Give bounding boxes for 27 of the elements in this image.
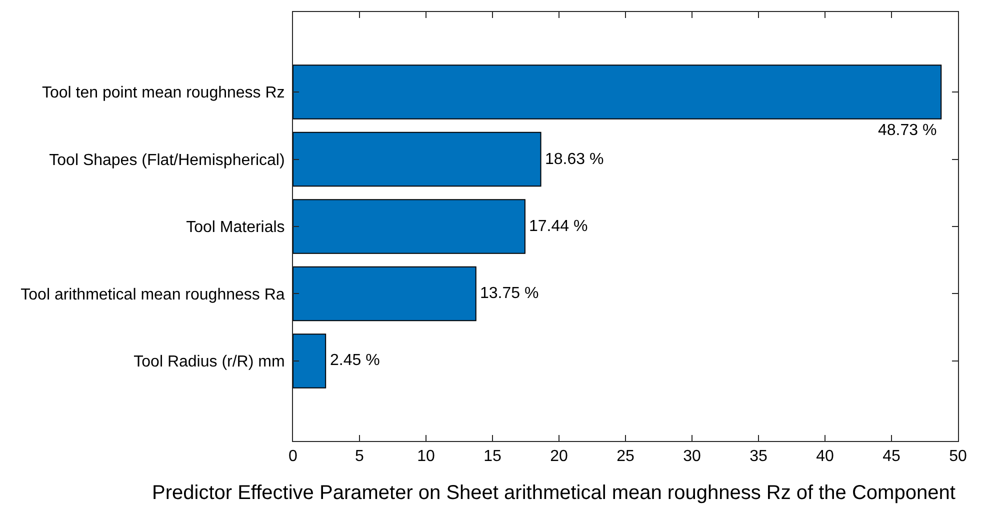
y-tick-label: Tool Radius (r/R) mm	[134, 354, 285, 371]
bar	[293, 266, 476, 322]
y-tick-label: Tool Materials	[186, 219, 285, 236]
bar	[293, 199, 526, 254]
data-label: 18.63 %	[545, 151, 604, 168]
x-tick-label: 45	[882, 448, 900, 466]
data-label: 13.75 %	[480, 285, 539, 302]
x-axis-title: Predictor Effective Parameter on Sheet arithmetical mean roughness Rz of the Component	[152, 482, 956, 504]
x-tick-label: 10	[417, 448, 435, 466]
data-label: 48.73 %	[878, 122, 937, 139]
data-label: 17.44 %	[529, 218, 588, 235]
y-tick-label: Tool arithmetical mean roughness Ra	[20, 286, 285, 304]
x-tick-label: 35	[750, 448, 768, 466]
data-label: 2.45 %	[330, 352, 380, 369]
x-tick-label: 0	[288, 448, 298, 466]
x-tick-label: 20	[550, 448, 568, 466]
x-tick-label: 15	[484, 448, 502, 466]
x-tick-label: 30	[683, 448, 701, 466]
bar	[293, 64, 942, 120]
x-tick-label: 50	[949, 448, 967, 466]
x-tick-label: 40	[816, 448, 834, 466]
x-tick-label: 25	[616, 448, 634, 466]
bar	[293, 334, 326, 388]
bar	[293, 132, 542, 187]
y-tick-label: Tool ten point mean roughness Rz	[42, 84, 285, 102]
x-tick-label: 5	[355, 448, 364, 466]
y-tick-label: Tool Shapes (Flat/Hemispherical)	[49, 152, 285, 169]
